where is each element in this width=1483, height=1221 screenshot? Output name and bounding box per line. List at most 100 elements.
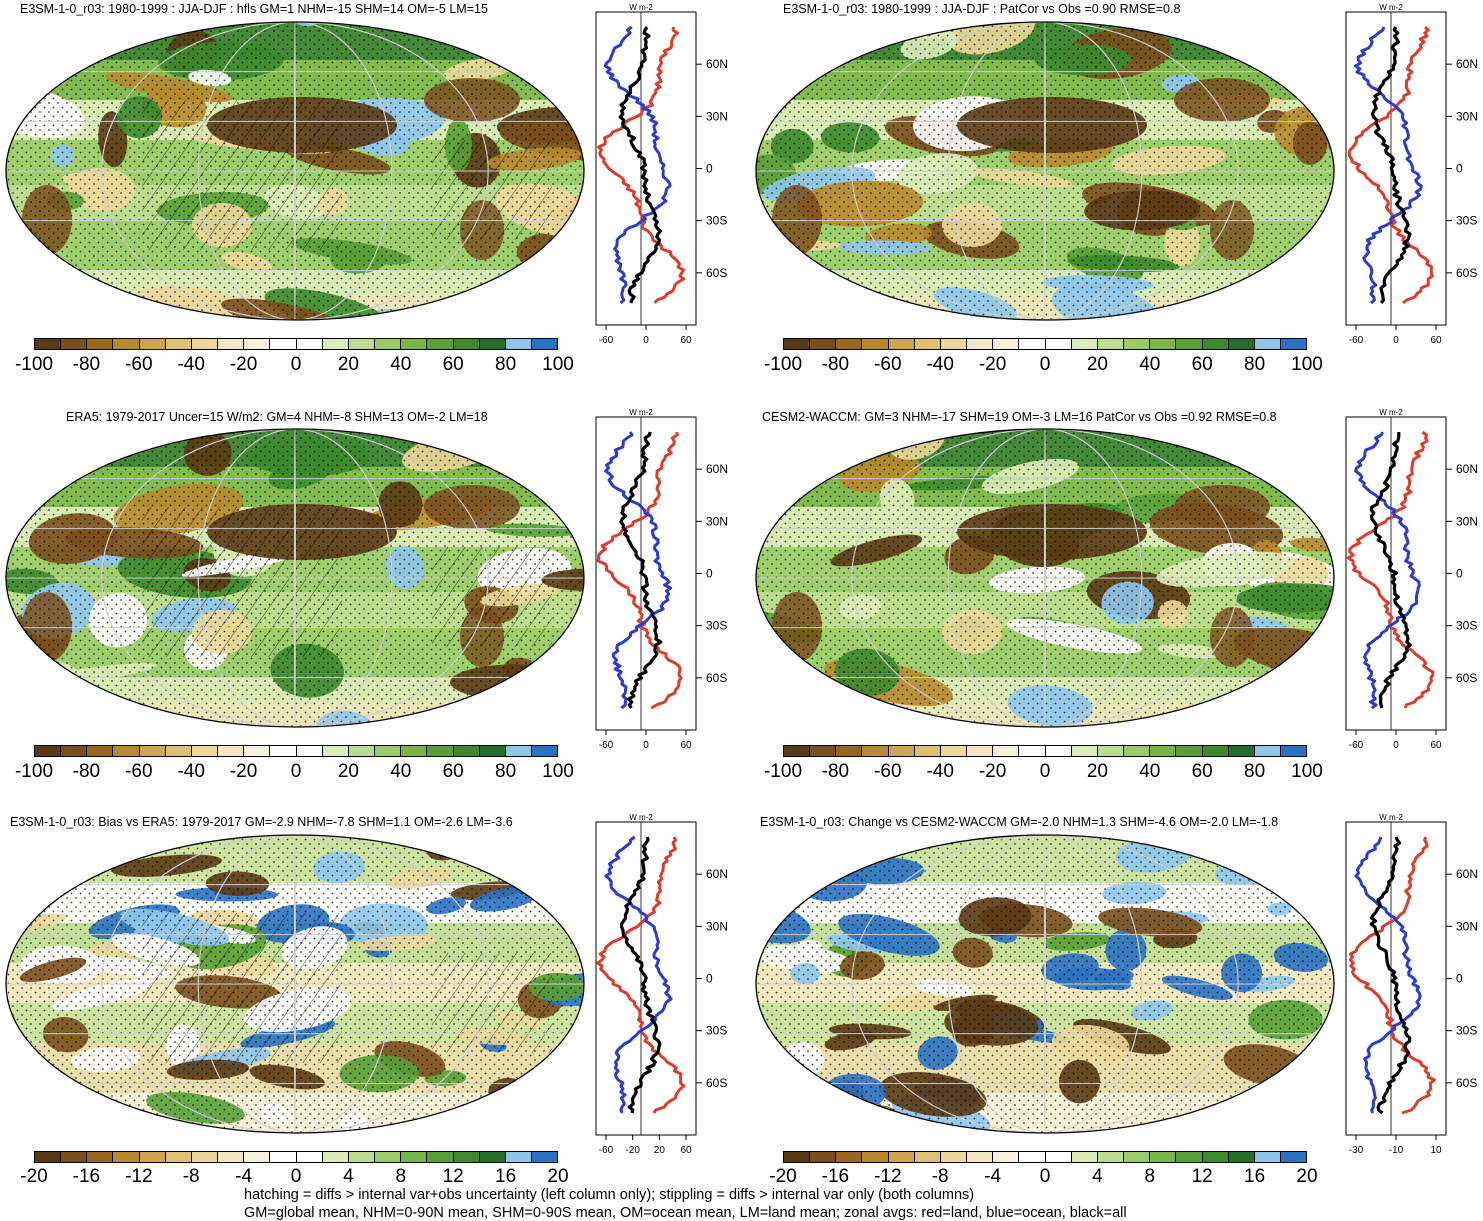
units-label: W m-2 [1379, 813, 1403, 822]
colorbar-tick-label: 40 [1139, 354, 1161, 375]
zonal-mean-plot: W m-2 60N 30N 0 30S 60S -60 0 60 [595, 408, 728, 751]
colorbar-tick-label: 20 [337, 761, 359, 782]
colorbar-tick-label: 60 [1191, 354, 1213, 375]
colorbar-tick-label: 80 [495, 761, 517, 782]
latitude-label: 0 [1456, 972, 1463, 986]
global-map [755, 21, 1335, 321]
colorbar-tick-label: 80 [1244, 761, 1266, 782]
zonal-mean-plot: W m-2 60N 30N 0 30S 60S -60 0 60 [1345, 3, 1478, 346]
colorbar-tick-label: -80 [72, 354, 101, 375]
colorbar-tick-label: 16 [1244, 1166, 1266, 1187]
zonal-mean-line [1354, 431, 1421, 710]
latitude-label: 0 [706, 162, 713, 176]
latitude-label: 60N [1456, 867, 1478, 881]
zonal-mean-plot: W m-2 60N 30N 0 30S 60S -30 -10 10 [1345, 813, 1478, 1156]
latitude-label: 0 [1456, 567, 1463, 581]
latitude-label: 30S [1456, 619, 1477, 633]
colorbar-tick-label: -80 [72, 761, 101, 782]
units-label: W m-2 [1379, 408, 1403, 417]
colorbar-tick-label: -60 [874, 761, 902, 782]
zonal-mean-line [1370, 26, 1412, 304]
colorbar-tick-label: 100 [1291, 354, 1323, 375]
colorbar-tick-label: 0 [1039, 1166, 1051, 1187]
latitude-label: 60S [1456, 671, 1477, 685]
zonal-tick-label: -60 [599, 740, 614, 751]
latitude-label: 60N [706, 462, 728, 476]
colorbar-ticks: -100 -80 -60 -40 -20 0 20 40 60 80 100 [15, 761, 574, 785]
colorbar-tick-label: 16 [495, 1166, 517, 1187]
latitude-label: 30N [1456, 109, 1478, 123]
latitude-label: 30S [1456, 214, 1477, 228]
colorbar-tick-label: -40 [177, 354, 205, 375]
colorbar-tick-label: 20 [1086, 354, 1108, 375]
colorbar-tick-label: 12 [442, 1166, 464, 1187]
colorbar-tick-label: -60 [125, 354, 153, 375]
zonal-tick-label: 60 [680, 1145, 692, 1156]
colorbar-tick-label: -100 [763, 354, 803, 375]
latitude-label: 30N [706, 919, 728, 933]
colorbar-tick-label: -20 [229, 354, 258, 375]
zonal-tick-label: -60 [1349, 740, 1364, 751]
colorbar-tick-label: -20 [978, 761, 1007, 782]
zonal-mean-line [596, 431, 683, 710]
colorbar-tick-label: 0 [290, 1166, 302, 1187]
colorbar-tick-label: 4 [343, 1166, 354, 1187]
latitude-label: 30S [706, 1024, 727, 1038]
latitude-label: 0 [706, 567, 713, 581]
latitude-label: 60N [1456, 57, 1478, 71]
zonal-mean-line [1369, 432, 1412, 709]
colorbar-tick-label: 60 [1191, 761, 1213, 782]
latitude-label: 60N [1456, 462, 1478, 476]
colorbar-tick-label: -60 [874, 354, 902, 375]
colorbar-ticks: -100 -80 -60 -40 -20 0 20 40 60 80 100 [764, 354, 1323, 378]
latitude-label: 60S [706, 671, 727, 685]
panel-title: ERA5: 1979-2017 Uncer=15 W/m2: GM=4 NHM=… [66, 410, 488, 424]
zonal-mean-line [1354, 836, 1422, 1114]
colorbar-tick-label: -12 [125, 1166, 153, 1187]
latitude-label: 60S [1456, 1076, 1477, 1090]
colorbar [783, 338, 1307, 350]
global-map [5, 834, 585, 1134]
colorbar-tick-label: -4 [984, 1166, 1002, 1187]
zonal-tick-label: 20 [654, 1145, 666, 1156]
zonal-mean-line [604, 431, 673, 710]
zonal-tick-label: 60 [680, 740, 692, 751]
zonal-mean-line [597, 26, 686, 304]
colorbar-tick-label: 4 [1092, 1166, 1103, 1187]
panel-title: E3SM-1-0_r03: 1980-1999 : JJA-DJF : hfls… [20, 2, 488, 16]
zonal-mean-line [619, 836, 662, 1114]
colorbar-tick-label: 100 [1291, 761, 1323, 782]
latitude-label: 0 [706, 972, 713, 986]
global-map [5, 428, 585, 728]
colorbar-tick-label: 60 [442, 761, 464, 782]
colorbar-tick-label: 0 [290, 761, 302, 782]
colorbar-tick-label: 100 [542, 354, 574, 375]
latitude-label: 60S [706, 1076, 727, 1090]
zonal-mean-line [603, 25, 672, 305]
colorbar-tick-label: 0 [1039, 354, 1051, 375]
zonal-tick-label: -60 [599, 335, 614, 346]
zonal-tick-label: -60 [1349, 335, 1364, 346]
colorbar-tick-label: -40 [926, 761, 954, 782]
latitude-label: 30N [706, 109, 728, 123]
latitude-label: 30S [706, 214, 727, 228]
zonal-tick-label: -20 [625, 1145, 640, 1156]
colorbar-tick-label: 60 [442, 354, 464, 375]
colorbar-ticks: -20 -16 -12 -8 -4 0 4 8 12 16 20 [769, 1166, 1317, 1190]
zonal-tick-label: -10 [1389, 1145, 1404, 1156]
colorbar-tick-label: 80 [495, 354, 517, 375]
footer-note-means: GM=global mean, NHM=0-90N mean, SHM=0-90… [244, 1205, 1127, 1221]
colorbar-tick-label: 8 [395, 1166, 407, 1187]
colorbar-tick-label: -12 [874, 1166, 902, 1187]
panel-title: CESM2-WACCM: GM=3 NHM=-17 SHM=19 OM=-3 L… [762, 410, 1277, 424]
zonal-tick-label: 0 [643, 740, 649, 751]
colorbar-ticks: -100 -80 -60 -40 -20 0 20 40 60 80 100 [764, 761, 1323, 785]
latitude-label: 30N [1456, 514, 1478, 528]
zonal-tick-label: 60 [680, 335, 692, 346]
colorbar [34, 745, 558, 757]
colorbar-tick-label: -20 [229, 761, 258, 782]
colorbar-tick-label: 40 [390, 354, 412, 375]
colorbar-tick-label: -60 [125, 761, 153, 782]
colorbar-tick-label: 8 [1144, 1166, 1156, 1187]
zonal-mean-line [604, 835, 673, 1114]
